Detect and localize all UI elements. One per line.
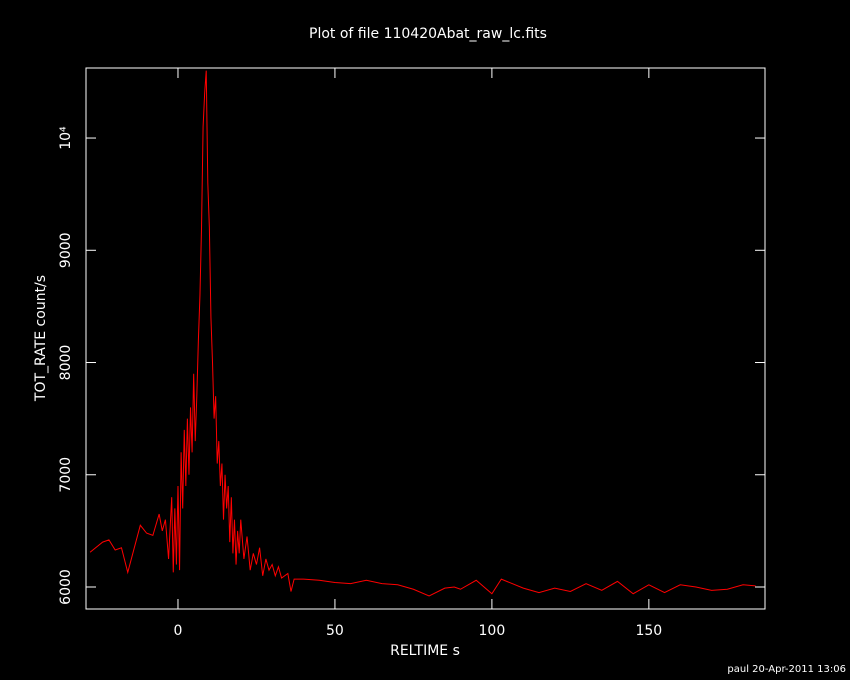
x-tick-label: 0 <box>174 623 183 639</box>
y-tick-label: 10⁴ <box>58 126 74 150</box>
y-axis-label: TOT_RATE count/s <box>33 275 49 402</box>
x-tick-label: 50 <box>326 623 344 639</box>
x-tick-label: 150 <box>635 623 662 639</box>
y-tick-label: 9000 <box>58 232 74 268</box>
chart-title: Plot of file 110420Abat_raw_lc.fits <box>309 26 547 42</box>
y-tick-label: 7000 <box>58 457 74 493</box>
x-axis-label: RELTIME s <box>390 643 460 659</box>
data-line <box>89 70 756 597</box>
y-tick-label: 8000 <box>58 345 74 381</box>
plot-frame <box>85 67 766 610</box>
y-tick-label: 6000 <box>58 569 74 605</box>
footer: paul 20-Apr-2011 13:06 <box>727 664 846 675</box>
x-tick-label: 100 <box>479 623 506 639</box>
